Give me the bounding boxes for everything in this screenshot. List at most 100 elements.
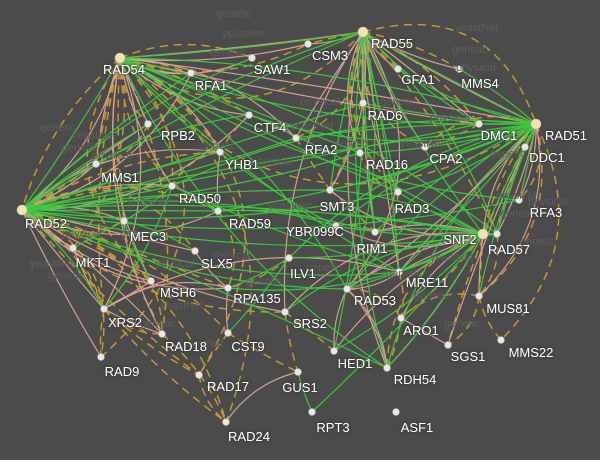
network-node-csm3[interactable] [304,40,312,48]
network-node-sgs1[interactable] [444,341,452,349]
network-node-rad55[interactable] [357,26,369,38]
network-node-rim1[interactable] [371,228,379,236]
yeastnet-edge [123,220,196,252]
network-node-saw1[interactable] [248,54,256,62]
network-node-rad6[interactable] [359,99,367,107]
physical-edge [283,31,364,313]
network-node-rad50[interactable] [168,182,176,190]
network-node-mms4[interactable] [455,65,463,73]
network-node-snf2[interactable] [477,228,489,240]
network-node-dmc1[interactable] [475,120,483,128]
yeastnet-edge [288,233,484,259]
network-node-rpt3[interactable] [308,408,316,416]
network-node-rad24[interactable] [222,418,230,426]
physical-edge [518,123,537,201]
physical-edge [361,31,376,233]
network-node-rad54[interactable] [114,52,126,64]
network-node-mec3[interactable] [120,217,128,225]
network-node-srs2[interactable] [281,308,289,316]
network-node-ddc1[interactable] [521,143,529,151]
network-node-mus81[interactable] [475,292,483,300]
genetic-edge [119,57,219,212]
yeastnet-edge [119,57,498,235]
yeastnet-edge-layer [21,31,537,413]
node-layer [16,26,542,426]
physical-edge [119,43,309,62]
network-node-rad3[interactable] [394,188,402,196]
yeastnet-edge [21,151,221,211]
network-node-rfa1[interactable] [187,69,195,77]
network-node-cst9[interactable] [224,329,232,337]
yeastnet-edge [386,233,484,369]
network-node-rpb2[interactable] [144,120,152,128]
network-node-rad9[interactable] [97,353,105,361]
physical-edge [225,287,229,334]
yeastnet-edge [397,123,537,193]
network-node-msh6[interactable] [147,277,155,285]
yeastnet-edge [518,123,537,201]
genetic-edge [496,123,537,235]
yeastnet-edge [21,209,105,310]
network-node-rdh54[interactable] [383,364,391,372]
yeastnet-edge [103,185,173,310]
yeastnet-edge [217,123,537,212]
network-node-rad17[interactable] [195,371,203,379]
yeastnet-edge [119,57,400,273]
network-node-rad52[interactable] [16,204,28,216]
network-node-ilv1[interactable] [285,254,293,262]
genetic-edge [398,271,404,319]
yeastnet-edge [171,185,219,212]
physical-edge [103,256,400,310]
network-node-mms1[interactable] [92,160,100,168]
network-node-rad16[interactable] [356,149,364,157]
network-node-ybr099c[interactable] [332,222,340,230]
yeastnet-edge [21,114,250,211]
genetic-edge [362,23,537,125]
network-node-xrs2[interactable] [100,305,108,313]
yeastnet-edge [227,257,290,334]
genetic-edge [217,210,236,289]
yeastnet-edge [335,123,537,227]
network-node-rad59[interactable] [214,207,222,215]
yeastnet-edge [335,225,484,236]
yeastnet-edge [362,31,484,235]
network-node-hed1[interactable] [330,347,338,355]
network-node-mkt1[interactable] [69,244,77,252]
network-node-rfa2[interactable] [292,134,300,142]
yeastnet-edge [21,57,121,211]
genetic-edge [424,123,480,148]
network-node-rad57[interactable] [493,230,501,238]
physical-edge [21,209,105,310]
yeastnet-edge [362,31,537,125]
physical-edge [21,209,102,358]
physical-edge [119,57,173,187]
network-node-ctf4[interactable] [245,111,253,119]
network-node-mre11[interactable] [395,268,403,276]
genetic-edge [400,293,480,319]
network-node-slx5[interactable] [191,247,199,255]
network-node-smt3[interactable] [326,186,334,194]
network-node-yhb1[interactable] [216,148,224,156]
yeastnet-edge [333,31,365,352]
network-node-rpa135[interactable] [224,284,232,292]
physical-edge [346,31,401,290]
yeastnet-edge [119,31,364,59]
network-node-mms22[interactable] [497,336,505,344]
network-node-aro1[interactable] [397,314,405,322]
network-node-rad53[interactable] [343,285,351,293]
network-node-gus1[interactable] [294,368,302,376]
network-node-gfa1[interactable] [394,65,402,73]
network-node-rad18[interactable] [158,330,166,338]
network-node-rfa3[interactable] [515,196,523,204]
yeastnet-edge [171,119,537,187]
network-node-cpa2[interactable] [421,143,429,151]
yeastnet-edge [21,152,361,211]
physical-edge [194,250,229,289]
network-node-rad51[interactable] [530,118,542,130]
network-node-asf1[interactable] [392,408,400,416]
yeastnet-edge [171,185,400,273]
yeastnet-edge [284,233,484,313]
yeastnet-edge [346,123,537,290]
